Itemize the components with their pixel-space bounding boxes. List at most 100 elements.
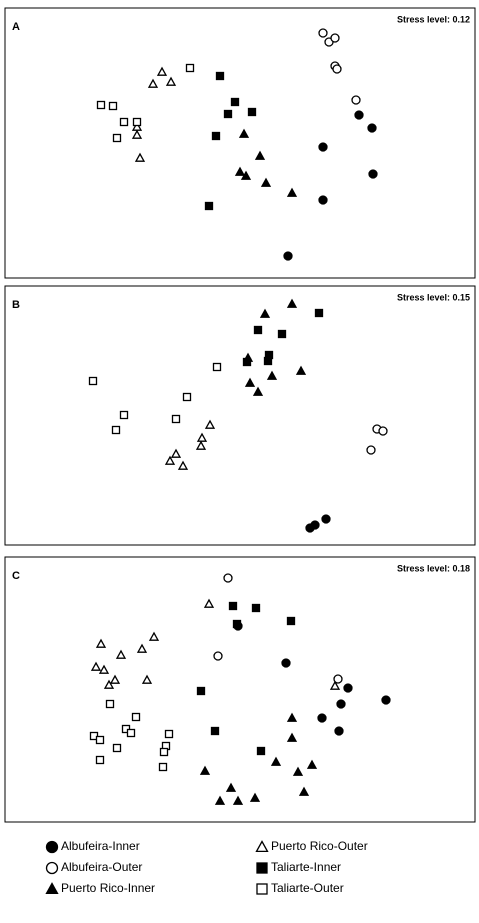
data-point (230, 97, 240, 107)
data-point (159, 747, 169, 757)
data-point (286, 732, 298, 742)
data-point (182, 392, 192, 402)
data-point (354, 110, 364, 120)
data-point (232, 619, 242, 629)
data-point (132, 117, 142, 127)
data-point (185, 63, 195, 73)
data-point (215, 71, 225, 81)
data-point (286, 712, 298, 722)
data-point (251, 603, 261, 613)
data-point (223, 109, 233, 119)
data-point (96, 100, 106, 110)
data-point (203, 598, 215, 608)
data-point (277, 329, 287, 339)
legend-label: Albufeira-Outer (61, 860, 142, 874)
legend-marker (256, 883, 268, 895)
data-point (343, 683, 353, 693)
data-point (111, 425, 121, 435)
data-point (147, 78, 159, 88)
data-point (204, 419, 216, 429)
data-point (366, 445, 376, 455)
data-point (148, 631, 160, 641)
data-point (115, 649, 127, 659)
data-point (223, 573, 233, 583)
stress-label: Stress level: 0.18 (397, 563, 470, 573)
panel-frame (4, 285, 476, 546)
data-point (298, 786, 310, 796)
data-point (332, 64, 342, 74)
data-point (333, 674, 343, 684)
data-point (109, 674, 121, 684)
data-point (260, 177, 272, 187)
data-point (254, 150, 266, 160)
data-point (90, 661, 102, 671)
data-point (112, 743, 122, 753)
data-point (286, 187, 298, 197)
data-point (95, 638, 107, 648)
data-point (270, 756, 282, 766)
data-point (368, 169, 378, 179)
data-point (378, 426, 388, 436)
data-point (108, 101, 118, 111)
legend-marker (45, 861, 59, 875)
data-point (295, 365, 307, 375)
data-point (88, 376, 98, 386)
stress-label: Stress level: 0.15 (397, 292, 470, 302)
data-point (351, 95, 361, 105)
data-point (112, 133, 122, 143)
data-point (292, 766, 304, 776)
data-point (170, 448, 182, 458)
data-point (95, 735, 105, 745)
data-point (317, 713, 327, 723)
legend-label: Taliarte-Outer (271, 881, 344, 895)
data-point (263, 356, 273, 366)
data-point (196, 686, 206, 696)
data-point (252, 386, 264, 396)
data-point (381, 695, 391, 705)
data-point (156, 66, 168, 76)
data-point (119, 117, 129, 127)
data-point (310, 520, 320, 530)
data-point (249, 792, 261, 802)
data-point (336, 699, 346, 709)
stress-label: Stress level: 0.12 (397, 14, 470, 24)
data-point (253, 325, 263, 335)
data-point (131, 712, 141, 722)
legend-marker (45, 882, 59, 895)
data-point (105, 699, 115, 709)
data-point (158, 762, 168, 772)
data-point (244, 377, 256, 387)
panel-frame (4, 556, 476, 823)
data-point (367, 123, 377, 133)
data-point (318, 142, 328, 152)
legend-marker (45, 840, 59, 854)
legend-marker (255, 840, 269, 853)
data-point (232, 795, 244, 805)
data-point (330, 33, 340, 43)
data-point (321, 514, 331, 524)
data-point (286, 616, 296, 626)
data-point (306, 759, 318, 769)
data-point (213, 651, 223, 661)
data-point (247, 107, 257, 117)
data-point (195, 440, 207, 450)
data-point (318, 28, 328, 38)
legend-label: Taliarte-Inner (271, 860, 341, 874)
data-point (98, 664, 110, 674)
legend-label: Albufeira-Inner (61, 839, 140, 853)
data-point (165, 76, 177, 86)
data-point (283, 251, 293, 261)
data-point (199, 765, 211, 775)
data-point (214, 795, 226, 805)
data-point (136, 643, 148, 653)
panel-label: B (12, 299, 20, 311)
legend-label: Puerto Rico-Outer (271, 839, 368, 853)
data-point (134, 152, 146, 162)
data-point (211, 131, 221, 141)
data-point (164, 729, 174, 739)
data-point (225, 782, 237, 792)
panel-label: A (12, 21, 20, 33)
data-point (266, 370, 278, 380)
data-point (281, 658, 291, 668)
